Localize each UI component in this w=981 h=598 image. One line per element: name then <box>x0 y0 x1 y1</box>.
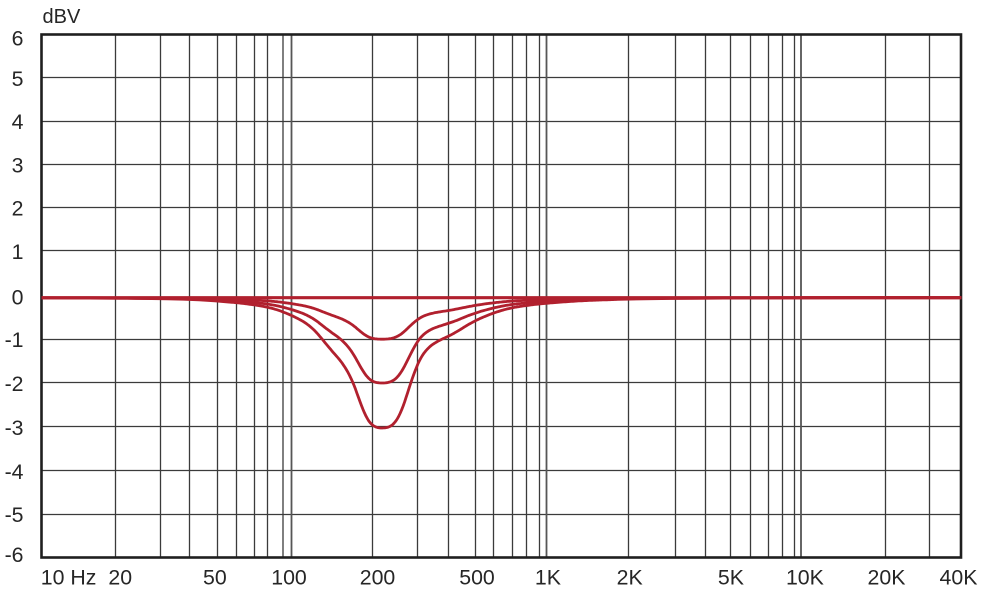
svg-text:2: 2 <box>12 197 24 221</box>
svg-text:-6: -6 <box>5 543 24 567</box>
svg-text:1: 1 <box>12 240 24 264</box>
svg-text:dBV: dBV <box>43 6 81 28</box>
svg-text:200: 200 <box>360 566 396 590</box>
svg-text:-2: -2 <box>5 372 24 396</box>
svg-text:6: 6 <box>12 27 24 51</box>
svg-text:10K: 10K <box>786 566 824 590</box>
svg-text:-4: -4 <box>5 460 24 484</box>
svg-text:0: 0 <box>12 285 24 309</box>
svg-text:50: 50 <box>203 566 227 590</box>
svg-text:2K: 2K <box>617 566 643 590</box>
svg-text:500: 500 <box>459 566 495 590</box>
svg-text:5K: 5K <box>718 566 744 590</box>
svg-text:10 Hz: 10 Hz <box>41 566 97 590</box>
svg-text:4: 4 <box>12 110 24 134</box>
svg-text:-3: -3 <box>5 416 24 440</box>
svg-text:-1: -1 <box>5 328 24 352</box>
svg-text:3: 3 <box>12 154 24 178</box>
svg-text:-5: -5 <box>5 503 24 527</box>
svg-text:5: 5 <box>12 67 24 91</box>
svg-text:40K: 40K <box>940 566 978 590</box>
svg-text:100: 100 <box>271 566 307 590</box>
svg-text:20: 20 <box>108 566 132 590</box>
svg-text:20K: 20K <box>868 566 906 590</box>
svg-text:1K: 1K <box>535 566 561 590</box>
